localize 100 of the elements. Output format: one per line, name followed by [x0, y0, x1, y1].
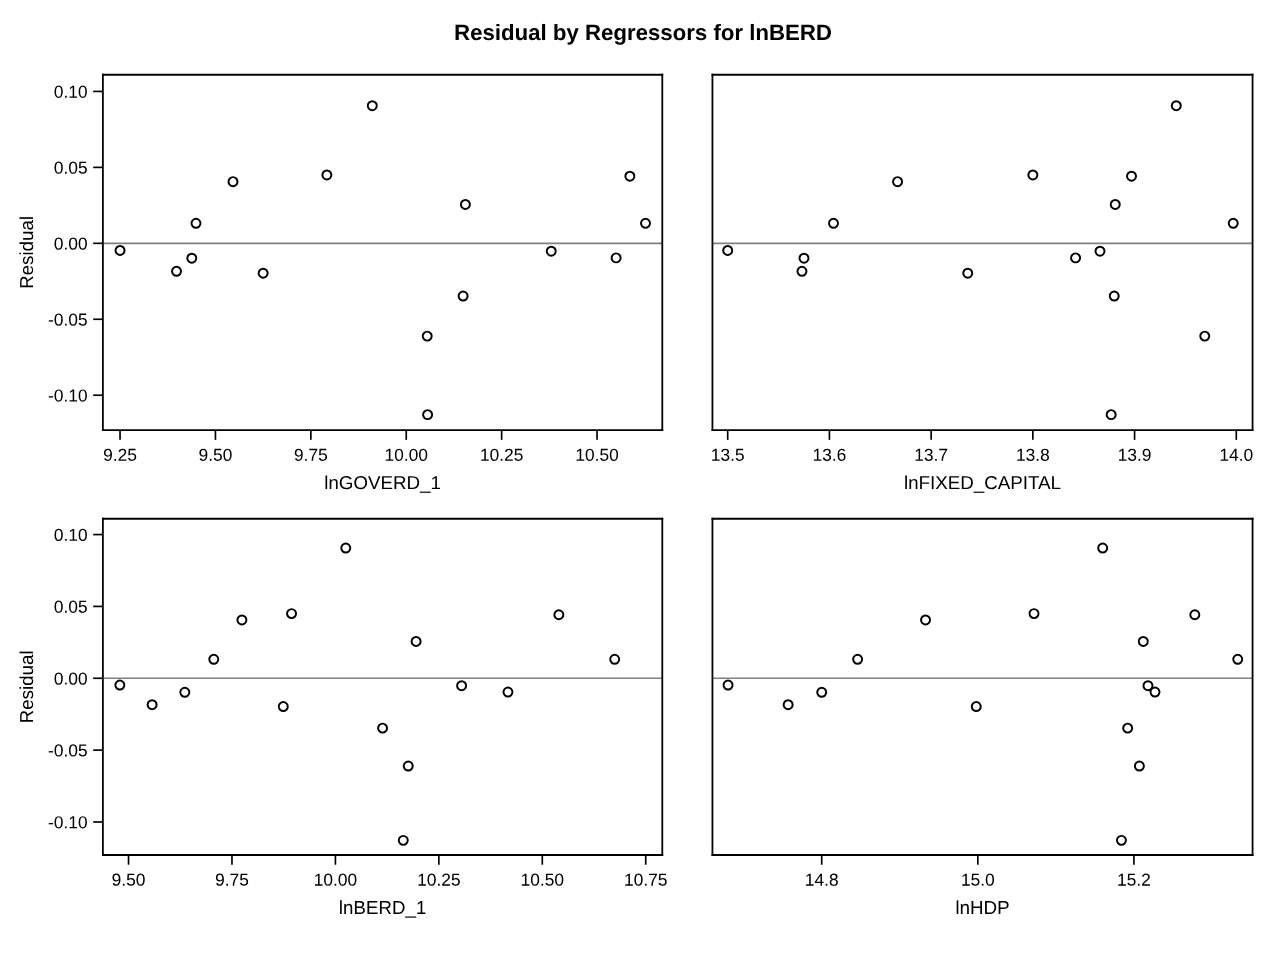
x-axis-title: lnHDP [956, 900, 1009, 914]
point [422, 409, 434, 421]
point [1027, 169, 1039, 181]
point [171, 265, 182, 277]
x-tick-label: 13.6 [813, 448, 846, 461]
y-axis-title: Residual [19, 217, 34, 288]
point [421, 330, 433, 342]
y-tick-label: -0.05 [48, 313, 87, 326]
point [179, 686, 191, 698]
x-tick-label: 10.25 [481, 448, 523, 461]
point [277, 701, 289, 713]
point [502, 686, 514, 698]
point [545, 245, 557, 257]
point [920, 614, 931, 626]
point [340, 542, 352, 554]
y-tick-label: -0.10 [48, 389, 87, 402]
point [970, 701, 982, 713]
point [722, 244, 734, 256]
x-tick-label: 15.0 [962, 873, 995, 886]
point [610, 252, 622, 264]
y-tick-label: 0.10 [54, 85, 87, 98]
point [190, 217, 202, 229]
point [1170, 100, 1182, 112]
point [1070, 252, 1082, 264]
x-tick-label: 10.75 [625, 873, 667, 886]
x-tick-label: 14.8 [806, 873, 838, 886]
point [1097, 542, 1109, 554]
y-tick-label: 0.10 [54, 528, 87, 542]
x-tick-label: 15.2 [1118, 873, 1150, 886]
point [1142, 680, 1154, 692]
x-tick-label: 9.75 [294, 448, 328, 461]
y-tick-label: -0.05 [48, 744, 87, 757]
y-tick-label: 0.00 [54, 672, 87, 685]
point [377, 722, 389, 734]
point [816, 686, 828, 698]
point [828, 217, 839, 229]
y-tick-label: 0.05 [54, 600, 87, 613]
x-tick-label: 9.75 [215, 873, 249, 886]
point [457, 290, 469, 302]
point [227, 176, 239, 188]
point [402, 760, 414, 772]
x-axis-title: lnBERD_1 [340, 900, 426, 918]
x-tick-label: 14.0 [1220, 448, 1253, 461]
x-tick-label: 13.8 [1017, 448, 1049, 461]
point [1133, 760, 1145, 772]
point [553, 609, 565, 621]
point [796, 265, 808, 277]
point [459, 198, 471, 210]
point [1199, 330, 1211, 342]
point [624, 170, 636, 182]
x-tick-label: 9.50 [112, 873, 145, 886]
point [186, 252, 198, 264]
point [1227, 217, 1239, 229]
x-tick-label: 10.50 [521, 873, 564, 886]
y-axis-title: Residual [19, 651, 34, 722]
point [1109, 198, 1121, 210]
y-tick-label: 0.05 [54, 161, 87, 174]
chart-title: Residual by Regressors for lnBERD [455, 23, 832, 45]
point [609, 653, 621, 665]
point [1122, 722, 1134, 734]
x-tick-label: 10.00 [315, 873, 357, 886]
point [1094, 245, 1106, 257]
point [1232, 653, 1244, 665]
point [892, 176, 904, 188]
point [257, 267, 269, 279]
point [321, 169, 333, 181]
point [1115, 834, 1127, 846]
point [410, 636, 422, 647]
x-axis-title: lnFIXED_CAPITAL [905, 475, 1061, 493]
point [366, 100, 378, 112]
point [1149, 686, 1161, 698]
x-axis-title: lnGOVERD_1 [325, 475, 441, 493]
x-tick-label: 13.7 [915, 448, 948, 461]
point [782, 699, 794, 711]
x-tick-label: 13.9 [1119, 448, 1151, 461]
point [1105, 409, 1117, 421]
x-tick-label: 10.00 [385, 448, 428, 461]
point [397, 834, 409, 846]
x-tick-label: 9.50 [199, 448, 232, 461]
point [640, 217, 651, 229]
point [1028, 608, 1040, 620]
x-tick-label: 10.25 [418, 873, 460, 886]
y-tick-label: 0.00 [54, 237, 87, 250]
x-tick-label: 13.5 [712, 448, 744, 461]
x-tick-label: 9.25 [103, 448, 137, 461]
point [236, 614, 248, 626]
point [114, 679, 126, 691]
point [146, 699, 158, 711]
y-tick-label: -0.10 [48, 816, 87, 829]
point [114, 244, 126, 256]
point [1108, 290, 1120, 302]
point [962, 267, 974, 279]
point [1126, 170, 1137, 182]
point [208, 653, 220, 665]
point [1137, 636, 1149, 647]
point [456, 680, 468, 692]
point [852, 653, 864, 665]
point [798, 252, 810, 264]
point [286, 608, 298, 620]
point [1189, 609, 1201, 621]
